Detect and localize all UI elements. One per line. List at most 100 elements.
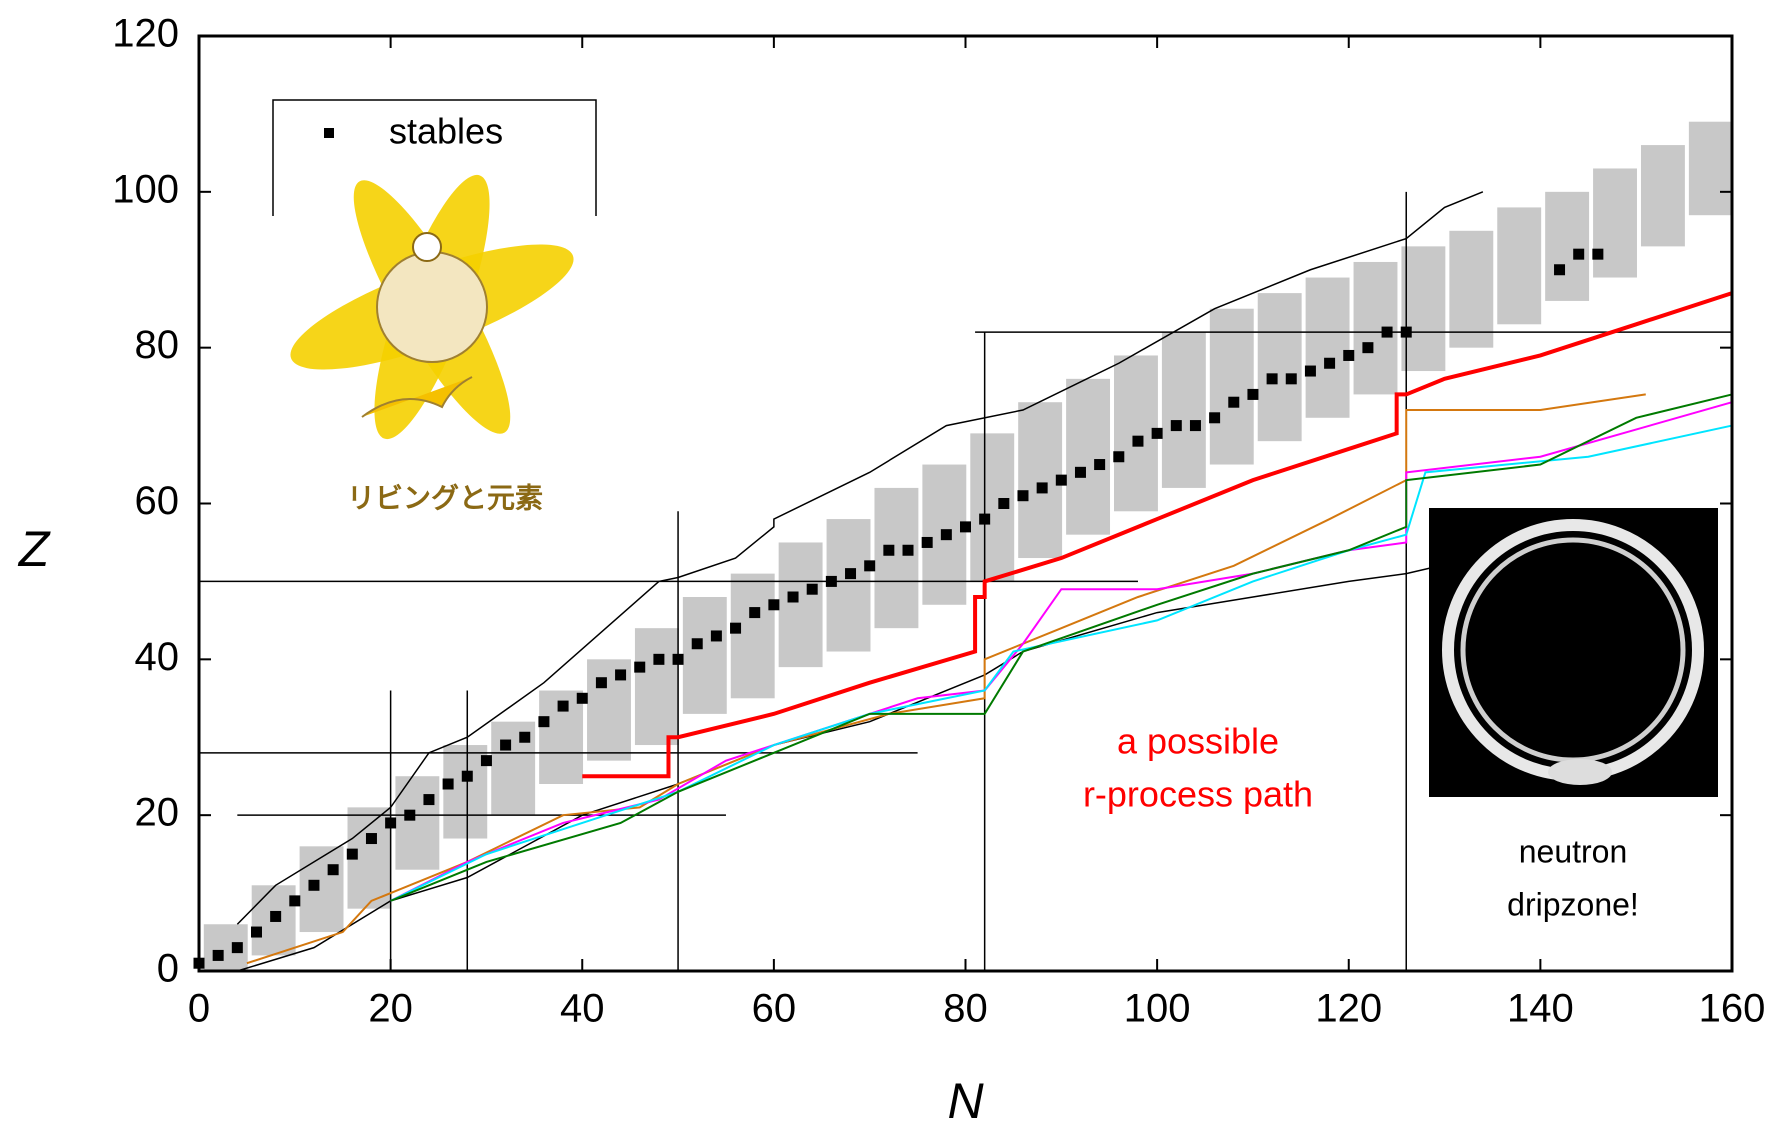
stable-point [1362,342,1374,354]
known-nuclei [1640,145,1685,247]
stable-point [1228,396,1240,408]
stable-point [960,521,971,533]
logo [290,174,574,440]
stable-point [921,536,933,548]
stable-point [1554,264,1566,276]
stable-point [1170,420,1182,432]
y-tick-label: 0 [157,947,179,991]
stable-point [461,770,473,782]
known-nuclei [1161,332,1206,488]
legend-box [272,99,597,216]
y-tick-label: 20 [135,791,180,835]
stable-point [1132,435,1144,447]
stable-point [1151,427,1163,439]
x-tick-label: 80 [943,987,988,1031]
stable-point [480,755,492,767]
stable-point [825,575,837,587]
known-nuclei [1018,402,1063,559]
x-tick-label: 0 [188,987,210,1031]
known-nuclei [682,597,727,714]
stable-point [595,677,607,689]
known-nuclei [1688,121,1733,216]
stable-point [385,817,397,829]
stable-point [1189,420,1201,432]
y-tick-label: 60 [135,479,180,523]
stable-point [557,700,569,712]
stable-point [710,630,722,642]
stable-point [1343,349,1355,361]
stable-point [653,653,665,665]
stable-point [902,544,914,556]
legend-label: stables [389,111,503,152]
stable-point [1324,357,1336,369]
known-nuclei [443,745,488,839]
x-tick-label: 40 [560,987,605,1031]
line [390,393,1733,902]
stable-point [289,895,301,907]
known-nuclei [874,487,919,629]
known-nuclei [1401,246,1446,372]
known-nuclei [1257,293,1302,442]
stable-point [806,583,818,595]
plot-area: 0 20 40 60 80 100 120 140 160 0 20 40 60 80 100 120 N Zst… [18,12,1766,1130]
y-tick-label: 100 [112,167,179,211]
stable-point [1017,490,1029,502]
stable-point [672,653,684,665]
x-tick-label: 100 [1124,987,1191,1031]
known-nuclei [778,542,823,668]
line [582,291,1733,779]
annotation: r-process path [1083,774,1313,815]
stable-point [231,942,243,954]
legend-marker [324,128,334,138]
stable-point [327,864,339,876]
stable-point [1592,248,1604,260]
ouroboros [1429,508,1718,797]
stable-point [1055,474,1067,486]
stable-point [1573,248,1585,260]
stable-point [1381,326,1393,338]
known-nuclei [1593,168,1637,278]
known-nuclei [1305,277,1350,418]
x-tick-label: 20 [368,987,413,1031]
stable-point [270,910,282,922]
stable-point [1209,412,1221,424]
stable-point [864,560,876,572]
line [390,424,1733,902]
y-axis-label: Z [18,521,51,577]
stable-point [883,544,895,556]
known-nuclei [1545,191,1590,301]
stable-point [308,879,320,891]
y-tick-label: 120 [112,12,179,56]
stable-point [365,833,377,845]
known-nuclei [299,846,344,933]
x-axis-label: N [947,1073,984,1129]
annotation: dripzone! [1507,886,1639,922]
known-nuclei [395,776,440,870]
x-tick-label: 140 [1507,987,1574,1031]
annotation: a possible [1117,721,1279,762]
stable-point [1400,326,1412,338]
stable-point [998,498,1010,509]
line [236,191,1484,925]
stable-point [691,638,703,650]
stable-point [346,848,358,860]
stable-point [787,591,799,603]
stable-point [250,926,262,938]
stable-point [940,529,952,541]
annotation: neutron [1519,833,1628,869]
stable-point [1094,459,1106,471]
stable-point [730,622,742,634]
logo-text: リビングと元素 [347,482,543,513]
y-tick-label: 80 [135,323,180,367]
stable-point [1113,451,1125,463]
y-tick-label: 40 [135,635,180,679]
stable-point [212,949,224,961]
stable-point [538,716,550,728]
stable-point [519,731,531,743]
known-nuclei [1066,378,1111,535]
stable-point [442,778,454,790]
stable-point [1285,373,1297,385]
stable-point [1266,373,1278,385]
stable-point [423,794,435,806]
stable-point [576,692,588,704]
